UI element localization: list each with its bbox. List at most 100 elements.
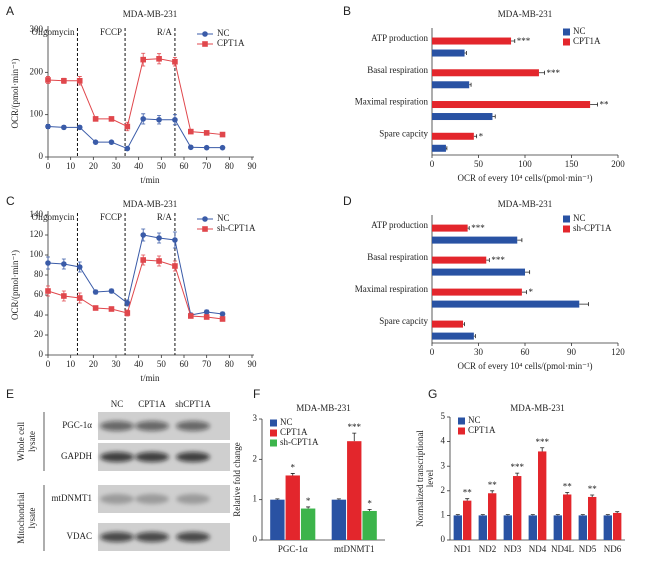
error-bar [580,514,585,516]
error-bar [517,238,523,243]
point [219,316,226,322]
bar [347,441,362,540]
x-tick-label: 150 [565,159,579,169]
chart-title: MDA-MB-231 [498,9,553,19]
legend-label: CPT1A [573,36,601,46]
x-tick-label: 30 [474,347,484,357]
x-tick-label: 30 [112,161,122,171]
error-bar [473,134,478,139]
significance: * [291,463,296,473]
error-bar [490,490,495,494]
y-tick-label: 100 [30,109,44,119]
bar [488,493,497,540]
legend-swatch [563,38,570,46]
x-tick-label: 40 [134,161,144,171]
error-bar [275,498,280,500]
error-bar [530,514,535,516]
x-tick-label: ND3 [504,544,522,554]
bar [553,515,562,540]
bar [432,288,522,296]
point [108,288,115,294]
legend-label: sh-CPT1A [280,437,319,447]
x-axis-label: OCR of every 10⁴ cells/(pmol·min⁻¹) [457,173,592,183]
point [45,288,51,294]
error-bar [464,51,467,56]
bar [578,515,587,540]
event-label: FCCP [100,27,122,37]
bar [513,476,522,540]
error-bar [525,270,531,275]
point [108,139,115,145]
group-label: Whole cell [16,421,26,461]
y-tick-label: 80 [34,269,44,279]
legend-label: NC [573,26,586,36]
x-tick-label: 50 [157,161,167,171]
point [172,263,178,269]
legend-swatch [563,225,570,233]
legend-label: NC [217,213,230,223]
legend-label: CPT1A [468,425,496,435]
bar [588,496,597,540]
point [76,264,83,270]
y-tick-label: 0 [39,151,44,161]
bar [538,451,547,540]
x-tick-label: 200 [611,159,625,169]
error-bar [445,146,448,151]
event-label: R/A [157,27,173,37]
point [76,124,83,131]
legend-label: sh-CPT1A [217,223,256,233]
y-tick-label: 1 [253,494,258,504]
error-bar [555,514,560,516]
legend-label: CPT1A [217,38,245,48]
x-tick-label: 0 [430,159,435,169]
bar [432,256,487,264]
bar [603,515,612,540]
point [45,77,51,83]
chart-title: MDA-MB-231 [123,9,178,19]
bar [432,101,591,109]
point [203,314,210,320]
point [124,145,131,152]
x-tick-label: ND1 [454,544,472,554]
x-tick-label: 90 [248,359,258,369]
panel-letter: F [253,387,260,401]
point [92,116,99,122]
panel-letter: C [6,194,15,208]
significance: ** [563,482,573,492]
panel-letter: G [428,387,437,401]
x-tick-label: 20 [89,161,99,171]
bar [432,132,474,140]
significance: * [529,287,534,297]
group-label: lysate [27,508,37,529]
column-label: NC [111,399,124,409]
point [188,313,194,319]
bar [613,512,622,540]
x-tick-label: 70 [202,161,212,171]
bar [432,113,493,121]
point [203,130,210,136]
category-label: Basal respiration [367,65,428,75]
blot-band [100,452,134,462]
x-axis-label: t/min [140,175,160,185]
x-tick-label: 90 [248,161,258,171]
error-bar [590,494,595,497]
point [61,261,67,267]
y-tick-label: 0 [441,534,446,544]
series-line [47,234,223,316]
error-bar [336,498,341,500]
significance: ** [463,488,473,498]
significance: *** [535,437,549,447]
significance: * [367,498,372,508]
significance: *** [517,36,531,46]
x-axis-label: t/min [140,373,160,383]
blot-band [135,494,169,504]
x-tick-label: 60 [180,359,190,369]
bar [285,475,300,540]
bar [432,320,463,328]
point [172,58,178,65]
point [140,232,146,238]
point [76,78,83,84]
point [203,309,210,315]
y-tick-label: 40 [34,309,44,319]
blot-band [100,421,134,431]
